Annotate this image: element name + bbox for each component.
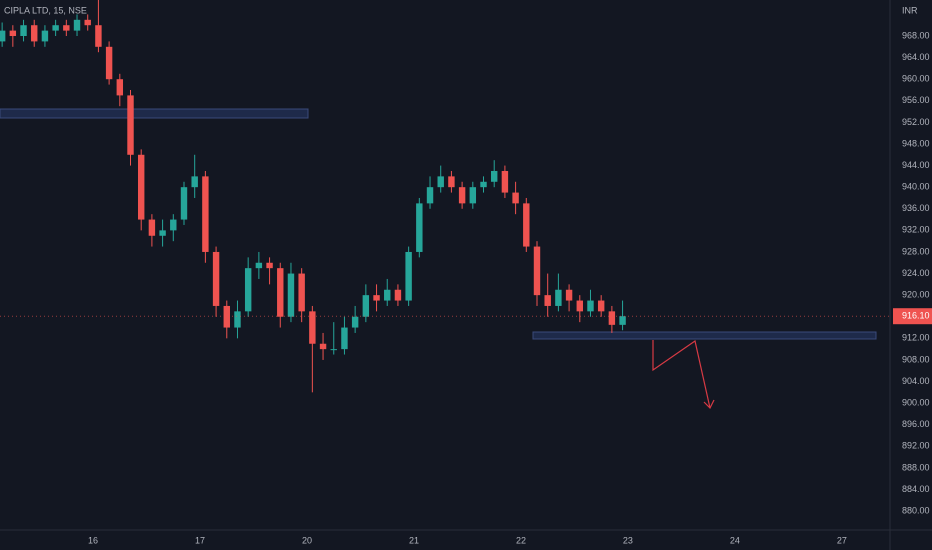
y-tick-label: 888.00	[902, 462, 930, 472]
candle-body	[437, 176, 444, 188]
candle-body	[458, 187, 466, 204]
candle-body	[469, 187, 477, 204]
projection-arrow	[652, 340, 711, 409]
y-tick-label: 964.00	[902, 52, 930, 62]
candle-body	[394, 289, 402, 301]
candle-body	[95, 25, 102, 47]
y-tick-label: 904.00	[902, 376, 930, 386]
candle-body	[480, 181, 487, 188]
candle-body	[501, 170, 509, 193]
y-tick-label: 900.00	[902, 398, 930, 408]
candle-body	[191, 176, 198, 188]
candle-body	[255, 262, 263, 269]
candle-body	[202, 176, 209, 252]
candle-body	[31, 25, 38, 42]
candle-body	[319, 343, 327, 350]
y-tick-label: 936.00	[902, 203, 930, 213]
candle-body	[298, 273, 305, 312]
candle-body	[170, 219, 177, 231]
candle-body	[234, 311, 241, 328]
x-tick-label: 27	[837, 535, 847, 545]
candle-body	[341, 327, 348, 350]
candle-body	[448, 176, 455, 188]
y-tick-label: 928.00	[902, 246, 930, 256]
candle-body	[84, 19, 91, 26]
x-tick-label: 24	[730, 535, 740, 545]
candle-body	[576, 300, 583, 312]
candle-body	[277, 268, 284, 317]
candle-body	[287, 273, 295, 317]
candle-body	[416, 203, 423, 252]
candle-body	[565, 289, 573, 301]
candle-body	[490, 170, 498, 182]
candle-body	[330, 349, 337, 351]
candle-body	[351, 316, 359, 328]
candle-body	[523, 203, 530, 247]
y-tick-label: 952.00	[902, 117, 930, 127]
candle-body	[41, 30, 49, 42]
candle-body	[116, 79, 124, 96]
candle-body	[148, 219, 156, 236]
candle-body	[9, 30, 17, 37]
candle-body	[533, 246, 541, 296]
y-tick-label: 892.00	[902, 441, 930, 451]
candle-body	[544, 295, 551, 306]
last-price-box	[893, 308, 932, 325]
candle-body	[73, 19, 81, 31]
candle-body	[362, 295, 370, 317]
x-tick-label: 17	[195, 535, 205, 545]
last-price-label: 916.10	[902, 311, 930, 321]
candle-body	[373, 295, 380, 301]
candle-body	[266, 262, 273, 269]
candle-body	[555, 289, 562, 306]
y-tick-label: 912.00	[902, 333, 930, 343]
y-tick-label: 968.00	[902, 30, 930, 40]
x-tick-label: 23	[623, 535, 633, 545]
candle-body	[212, 251, 220, 306]
y-tick-label: 932.00	[902, 225, 930, 235]
candle-body	[384, 289, 391, 301]
candle-body	[244, 268, 252, 312]
y-tick-label: 880.00	[902, 505, 930, 515]
y-tick-label: 896.00	[902, 419, 930, 429]
candle-body	[20, 25, 27, 37]
x-tick-label: 16	[88, 535, 98, 545]
candle-body	[405, 251, 412, 301]
currency-label: INR	[902, 5, 918, 15]
candle-body	[52, 25, 59, 31]
candle-body	[309, 311, 316, 344]
candle-body	[63, 25, 70, 31]
zone	[0, 108, 309, 119]
y-tick-label: 960.00	[902, 74, 930, 84]
candle-body	[608, 311, 616, 325]
candle-body	[512, 192, 519, 204]
y-tick-label: 948.00	[902, 138, 930, 148]
candle-body	[137, 154, 145, 220]
y-tick-label: 940.00	[902, 182, 930, 192]
candle-body	[426, 187, 434, 204]
x-tick-label: 22	[516, 535, 526, 545]
candle-body	[180, 187, 188, 220]
candle-body	[223, 305, 230, 328]
candle-body	[597, 300, 605, 312]
candle-body	[159, 230, 166, 236]
candle-body	[127, 95, 134, 155]
arrow-head	[703, 399, 715, 410]
y-tick-label: 924.00	[902, 268, 930, 278]
y-tick-label: 920.00	[902, 290, 930, 300]
y-tick-label: 908.00	[902, 354, 930, 364]
candle-body	[587, 300, 594, 312]
chart-title: CIPLA LTD, 15, NSE	[4, 5, 87, 15]
zone	[532, 331, 877, 340]
y-tick-label: 884.00	[902, 484, 930, 494]
x-tick-label: 20	[302, 535, 312, 545]
y-tick-label: 956.00	[902, 95, 930, 105]
candle-body	[619, 316, 626, 325]
x-tick-label: 21	[409, 535, 419, 545]
y-tick-label: 944.00	[902, 160, 930, 170]
candle-body	[105, 46, 113, 80]
candle-body	[0, 30, 6, 42]
